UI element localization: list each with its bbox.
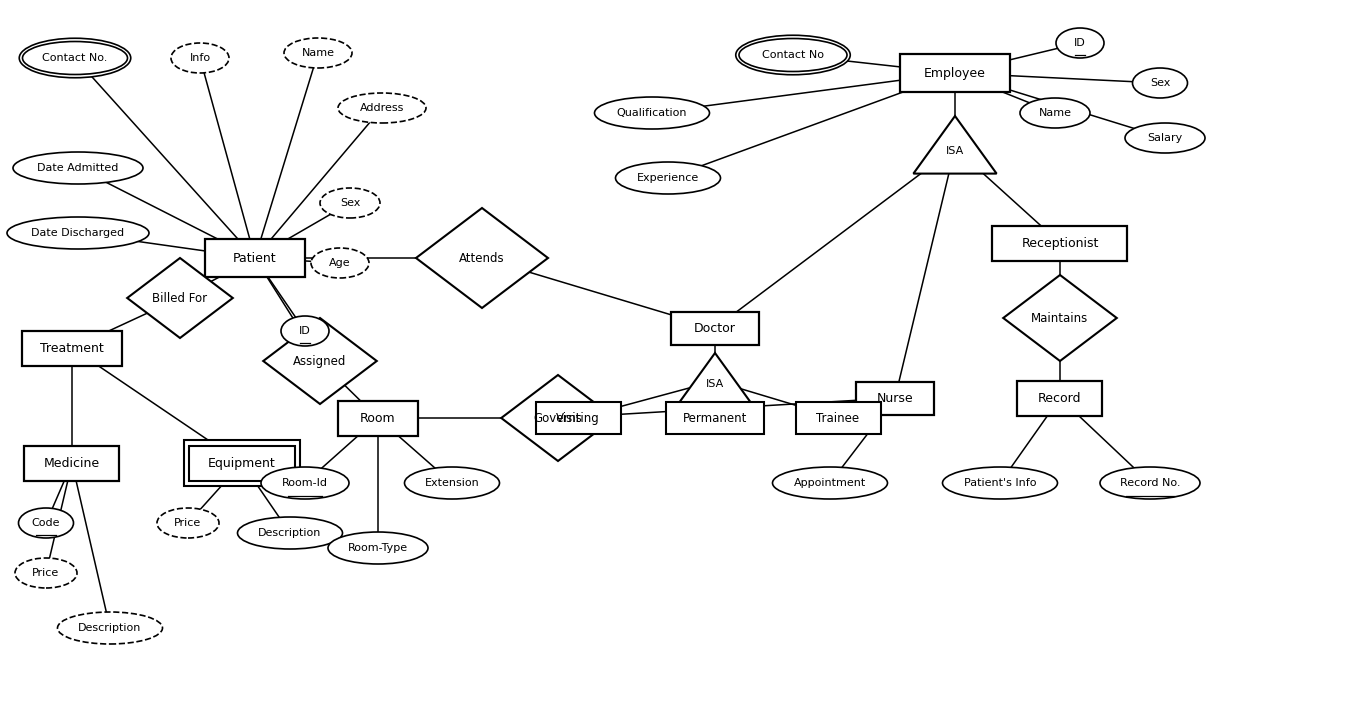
Text: Description: Description <box>258 528 321 538</box>
Text: Salary: Salary <box>1147 133 1182 143</box>
Text: ISA: ISA <box>946 146 964 156</box>
Text: Name: Name <box>1039 108 1072 118</box>
Text: Treatment: Treatment <box>40 342 104 354</box>
Bar <box>22 330 122 366</box>
Text: Maintains: Maintains <box>1031 311 1088 325</box>
Text: ID: ID <box>299 326 310 336</box>
Text: Extension: Extension <box>425 478 480 488</box>
Text: Assigned: Assigned <box>294 354 347 368</box>
Text: Code: Code <box>31 518 60 528</box>
Text: Address: Address <box>360 103 405 113</box>
Ellipse shape <box>338 93 427 123</box>
Ellipse shape <box>57 612 163 644</box>
Ellipse shape <box>19 38 131 78</box>
Ellipse shape <box>312 248 369 278</box>
Polygon shape <box>502 375 615 461</box>
Ellipse shape <box>615 162 720 194</box>
Bar <box>185 440 299 486</box>
Text: Appointment: Appointment <box>794 478 867 488</box>
Text: Date Discharged: Date Discharged <box>31 228 124 238</box>
Ellipse shape <box>405 467 499 499</box>
Bar <box>205 239 305 277</box>
Polygon shape <box>1003 275 1117 361</box>
Text: Contact No.: Contact No. <box>42 53 108 63</box>
Text: Doctor: Doctor <box>694 321 735 335</box>
Ellipse shape <box>740 39 848 72</box>
Polygon shape <box>264 318 377 404</box>
Bar <box>856 382 934 415</box>
Text: Description: Description <box>78 623 142 633</box>
Ellipse shape <box>942 467 1058 499</box>
Ellipse shape <box>772 467 887 499</box>
Bar <box>536 402 621 434</box>
Text: Experience: Experience <box>637 173 699 183</box>
Text: Record: Record <box>1039 392 1081 404</box>
Text: Receptionist: Receptionist <box>1021 236 1099 250</box>
Bar <box>1017 380 1103 415</box>
Text: Equipment: Equipment <box>208 456 276 470</box>
Bar <box>899 54 1010 92</box>
Ellipse shape <box>1125 123 1204 153</box>
Ellipse shape <box>1100 467 1200 499</box>
Text: Room-Id: Room-Id <box>282 478 328 488</box>
Ellipse shape <box>1055 28 1105 58</box>
Polygon shape <box>127 258 232 338</box>
Ellipse shape <box>19 508 74 538</box>
Ellipse shape <box>171 43 230 73</box>
Text: Record No.: Record No. <box>1120 478 1180 488</box>
Text: Contact No: Contact No <box>761 50 824 60</box>
Text: Room: Room <box>360 411 396 425</box>
Text: Name: Name <box>302 48 335 58</box>
Text: Medicine: Medicine <box>44 456 100 470</box>
Text: Date Admitted: Date Admitted <box>37 163 119 173</box>
Ellipse shape <box>735 35 850 75</box>
Bar <box>338 401 418 435</box>
Text: Governs: Governs <box>533 411 582 425</box>
Text: Info: Info <box>190 53 211 63</box>
Text: Billed For: Billed For <box>153 292 208 304</box>
Text: Employee: Employee <box>924 67 986 79</box>
Ellipse shape <box>157 508 219 538</box>
Ellipse shape <box>15 558 77 588</box>
Text: Visiting: Visiting <box>556 411 600 425</box>
Bar <box>190 446 294 480</box>
Ellipse shape <box>1132 68 1188 98</box>
Text: Qualification: Qualification <box>617 108 688 118</box>
Ellipse shape <box>238 517 343 549</box>
Text: Patient: Patient <box>234 252 276 264</box>
Ellipse shape <box>595 97 709 129</box>
Bar <box>25 446 119 480</box>
Text: ID: ID <box>1074 38 1085 48</box>
Text: Sex: Sex <box>340 198 360 208</box>
Ellipse shape <box>328 532 428 564</box>
Polygon shape <box>416 208 548 308</box>
Text: Permanent: Permanent <box>682 411 748 425</box>
Bar <box>666 402 764 434</box>
Text: Sex: Sex <box>1150 78 1170 88</box>
Polygon shape <box>913 116 997 174</box>
Ellipse shape <box>320 188 380 218</box>
Ellipse shape <box>284 38 351 68</box>
Ellipse shape <box>1020 98 1089 128</box>
Text: Attends: Attends <box>459 252 504 264</box>
Text: Price: Price <box>33 568 60 578</box>
Ellipse shape <box>261 467 349 499</box>
Polygon shape <box>678 353 752 404</box>
Text: Patient's Info: Patient's Info <box>964 478 1036 488</box>
Text: Trainee: Trainee <box>816 411 860 425</box>
Ellipse shape <box>14 152 144 184</box>
Text: Price: Price <box>175 518 201 528</box>
Bar <box>992 226 1128 261</box>
Bar <box>671 311 759 344</box>
Ellipse shape <box>7 217 149 249</box>
Text: Nurse: Nurse <box>876 392 913 404</box>
Text: Age: Age <box>329 258 351 268</box>
Ellipse shape <box>22 41 127 75</box>
Ellipse shape <box>282 316 329 346</box>
Text: Room-Type: Room-Type <box>349 543 409 553</box>
Bar <box>796 402 880 434</box>
Text: ISA: ISA <box>705 379 725 389</box>
